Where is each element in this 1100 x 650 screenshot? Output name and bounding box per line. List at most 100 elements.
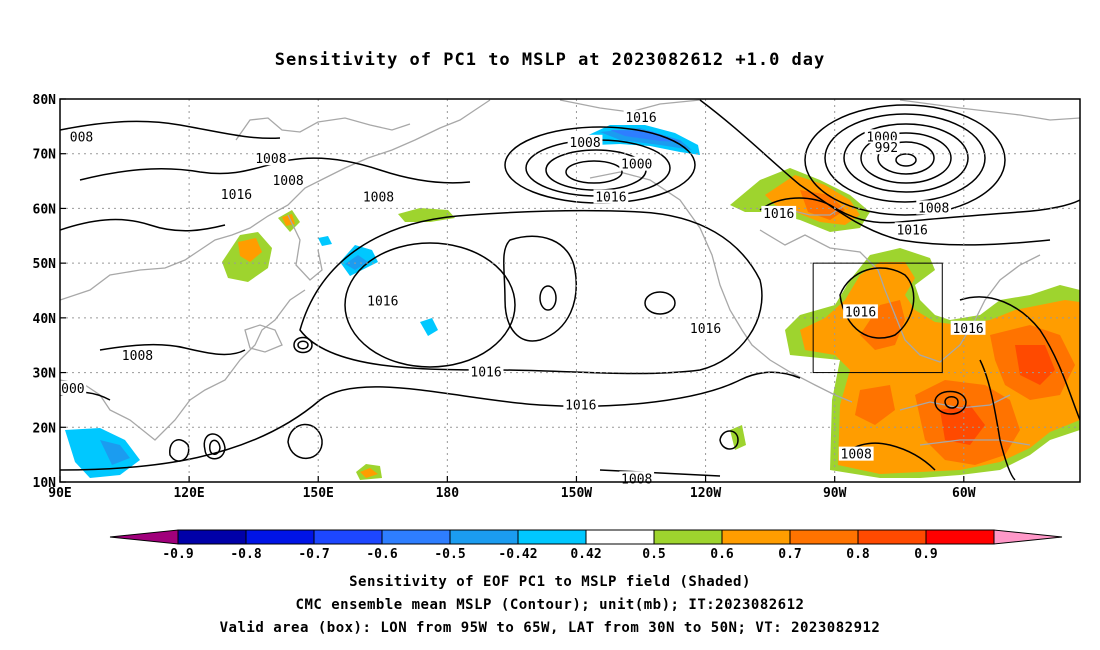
colorbar-label: -0.5 [434,547,465,562]
contour-label: 1008 [918,201,949,216]
contour-label: 1016 [595,190,626,205]
contour-label-bg [468,364,504,379]
positive-sensitivity-area [1015,345,1055,385]
colorbar-segment [721,529,791,545]
colorbar-label: -0.7 [298,547,329,562]
footer-line-2: CMC ensemble mean MSLP (Contour); unit(m… [295,597,805,613]
contour-labels: 1016100810001000992100810161016101610081… [59,110,986,487]
contour-label-bg [864,129,900,144]
colorbar-segment [925,529,995,545]
colorbar-label: 0.6 [710,547,734,562]
contour-label-bg [68,129,95,144]
contour-label-bg [843,304,878,319]
lon-label: 120W [690,486,721,501]
colorbar-label: 0.5 [642,547,665,562]
contour-label-bg [916,200,952,215]
negative-sensitivity-area [318,236,332,246]
colorbar-segment [789,529,859,545]
longitude-labels: 90E 120E 150E 180 150W 120W 90W 60W [48,476,976,501]
colorbar-segment [653,529,723,545]
contour-label: 1008 [569,136,600,151]
map-frame [59,98,1081,483]
mslp-contours [60,99,1080,481]
contour-label-bg [688,320,723,335]
lon-label: 60W [952,486,976,501]
contour-label: 1016 [221,188,252,203]
colorbar-segment [585,529,655,545]
positive-sensitivity-area [238,238,262,262]
contour-label-bg [593,189,629,204]
contour-label: 1008 [122,349,153,364]
coastlines [60,99,1080,446]
contour-label-bg [619,156,655,171]
positive-sensitivity-area [940,405,985,445]
contour-label-bg [219,186,254,201]
lat-label: 40N [33,312,57,327]
contour-label-bg [365,293,401,308]
contour-label: 1008 [272,174,303,189]
contour-label-bg [623,110,659,125]
contour-label: 1016 [690,322,721,337]
lon-label: 150W [561,486,592,501]
contour-label: 008 [70,130,93,145]
contour-label-bg [270,173,306,188]
lat-label: 70N [33,148,57,163]
footer-line-1: Sensitivity of EOF PC1 to MSLP field (Sh… [349,574,751,590]
negative-sensitivity-area [65,428,140,478]
contour-label-bg [563,397,599,412]
lat-label: 80N [33,93,57,108]
contour-label: 1008 [363,190,394,205]
colorbar-segment [177,529,247,545]
colorbar-label: -0.6 [366,547,397,562]
colorbar-label: 0.9 [914,547,937,562]
negative-sensitivity-area [420,318,438,336]
footer-line-3: Valid area (box): LON from 95W to 65W, L… [219,620,881,636]
valid-area-box [812,262,943,374]
contour-label: 1016 [763,207,794,222]
contour-label: 1008 [621,472,652,487]
contour-label-bg [950,320,986,335]
negative-sensitivity-area [610,130,682,142]
contour-label: 1016 [896,223,927,238]
lon-label: 180 [436,486,460,501]
colorbar-segment [449,529,519,545]
colorbar-label: 0.7 [778,547,801,562]
contour-label: 1016 [625,111,656,126]
contour-label-bg [761,205,797,220]
positive-sensitivity-area [360,468,378,478]
lat-label: 20N [33,421,57,436]
lon-label: 120E [173,486,204,501]
negative-sensitivity-area [100,440,130,465]
colorbar-left-arrow [109,529,179,545]
contour-label: 1008 [255,152,286,167]
contour-label-bg [894,222,930,237]
contour-label: 1016 [470,366,501,381]
page-title: Sensitivity of PC1 to MSLP at 2023082612… [274,50,826,70]
contour-label: 992 [875,141,898,156]
colorbar-segment [381,529,451,545]
latitude-labels: 80N 70N 60N 50N 40N 30N 20N 10N [33,93,66,491]
contour-label: 1016 [367,294,398,309]
colorbar-segment [313,529,383,545]
contour-label-bg [253,151,289,166]
contour-label: 1008 [841,448,872,463]
colorbar-segment [245,529,315,545]
contour-label-bg [59,380,87,395]
contour-label: 1016 [565,398,596,413]
contour-label: 000 [61,382,84,397]
lat-label: 50N [33,257,57,272]
lon-label: 90W [823,486,847,501]
contour-label-bg [120,348,155,363]
negative-sensitivity-area [345,255,368,270]
colorbar-right-arrow [993,529,1063,545]
contour-label: 1000 [621,158,652,173]
colorbar-label: 0.8 [846,547,870,562]
lon-label: 90E [48,486,71,501]
contour-label-bg [567,134,603,149]
contour-label-bg [361,189,396,204]
colorbar-label: -0.9 [162,547,193,562]
lat-label: 60N [33,202,57,217]
colorbar: -0.9 -0.8 -0.7 -0.6 -0.5 -0.42 0.42 0.5 0.6 0.7 0.… [109,529,1063,562]
colorbar-label: -0.8 [230,547,261,562]
